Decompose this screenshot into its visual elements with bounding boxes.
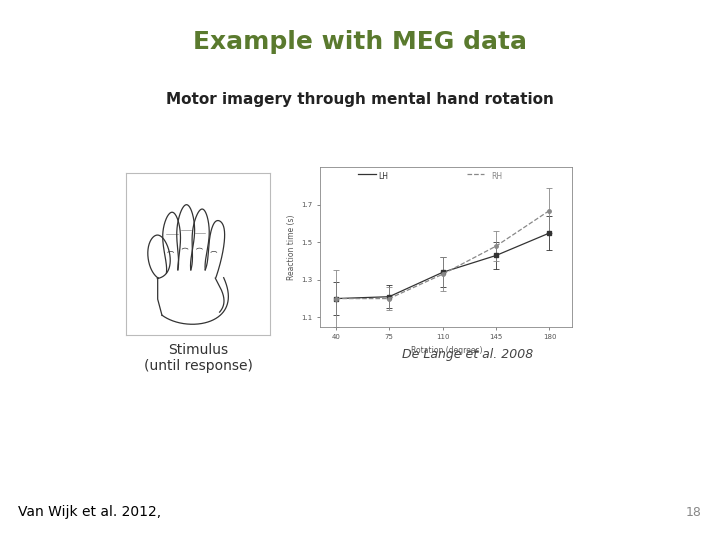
Y-axis label: Reaction time (s): Reaction time (s) [287, 214, 296, 280]
X-axis label: Rotation (degrees): Rotation (degrees) [410, 346, 482, 355]
Text: LH: LH [379, 172, 388, 181]
Text: Example with MEG data: Example with MEG data [193, 30, 527, 53]
Text: 18: 18 [686, 507, 702, 519]
Text: Van Wijk et al. 2012,: Van Wijk et al. 2012, [18, 505, 166, 519]
Text: De Lange et al. 2008: De Lange et al. 2008 [402, 348, 534, 361]
Text: RH: RH [491, 172, 503, 181]
Text: Motor imagery through mental hand rotation: Motor imagery through mental hand rotati… [166, 92, 554, 107]
Text: Stimulus
(until response): Stimulus (until response) [143, 343, 253, 373]
